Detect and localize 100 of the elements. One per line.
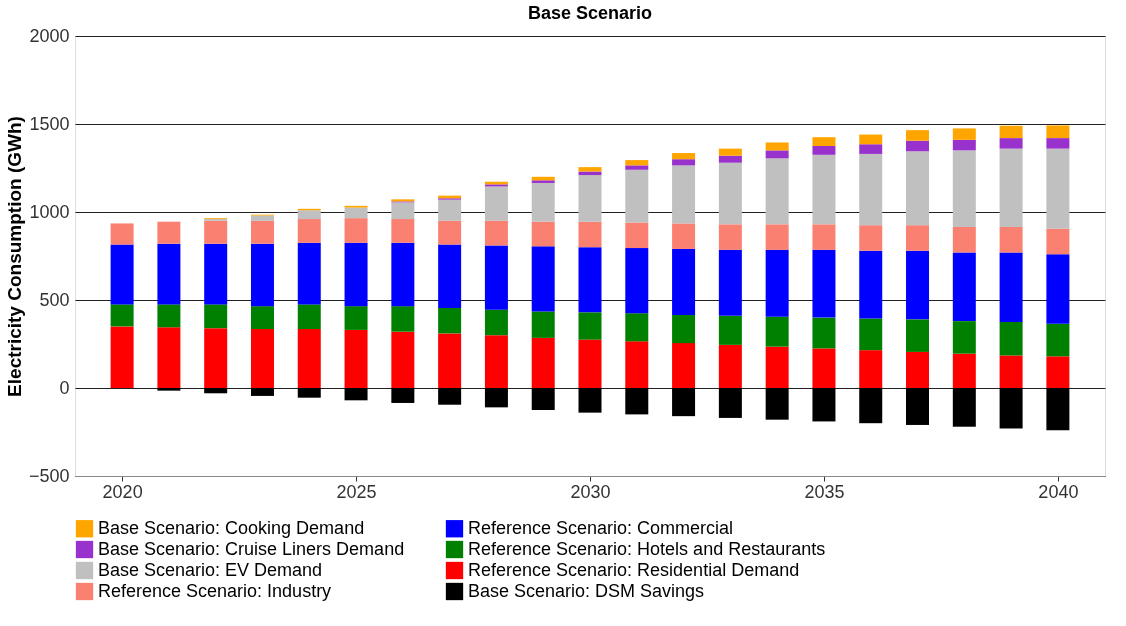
bar (344, 388, 368, 401)
bar (765, 346, 789, 388)
bar (952, 139, 976, 151)
bar (484, 245, 508, 310)
bar (859, 250, 883, 319)
x-tick-label: 2030 (570, 481, 611, 502)
bar (438, 388, 462, 405)
bar (952, 226, 976, 253)
bar (672, 153, 696, 160)
bar (625, 388, 649, 415)
bar (765, 388, 789, 420)
bar (531, 337, 555, 388)
bar (578, 388, 602, 413)
bar (999, 252, 1023, 322)
bar (204, 220, 228, 244)
legend-label: Base Scenario: DSM Savings (468, 580, 705, 601)
x-tick-label: 2035 (804, 481, 845, 502)
bar (250, 215, 274, 221)
legend-label: Base Scenario: EV Demand (98, 559, 323, 580)
bar (484, 186, 508, 221)
bar (297, 210, 321, 220)
bar (672, 388, 696, 417)
bar (718, 344, 742, 388)
bar (812, 348, 836, 388)
bar (578, 247, 602, 313)
bar (672, 159, 696, 166)
bar (718, 155, 742, 163)
bar (344, 218, 368, 243)
legend-label: Reference Scenario: Hotels and Restaurants (468, 538, 826, 559)
bar (906, 151, 930, 226)
bar (952, 252, 976, 322)
bar (765, 142, 789, 151)
bar (672, 165, 696, 224)
bar (250, 220, 274, 244)
bar (906, 388, 930, 425)
bar (157, 243, 181, 305)
legend-label: Reference Scenario: Industry (98, 580, 332, 601)
bar (438, 220, 462, 245)
legend-label: Base Scenario: Cruise Liners Demand (98, 538, 405, 559)
bar (438, 244, 462, 308)
bar (625, 313, 649, 342)
bar (297, 219, 321, 243)
bar (906, 351, 930, 388)
bar (718, 249, 742, 316)
bar (157, 388, 181, 391)
bar (157, 304, 181, 328)
bar (718, 224, 742, 250)
bar (625, 165, 649, 170)
bar (906, 140, 930, 152)
bar (578, 312, 602, 340)
legend-label: Reference Scenario: Residential Demand (468, 559, 800, 580)
bar (531, 221, 555, 247)
bar (344, 207, 368, 219)
bar (157, 327, 181, 388)
bar (484, 388, 508, 408)
bar (859, 350, 883, 388)
bar (625, 169, 649, 223)
bar (391, 306, 415, 332)
bar (718, 148, 742, 156)
bar (625, 341, 649, 388)
bar (110, 326, 134, 388)
bar (391, 242, 415, 307)
bar (578, 167, 602, 172)
bar (765, 316, 789, 347)
bar (672, 314, 696, 344)
bar (110, 244, 134, 305)
bar (859, 225, 883, 251)
bar (1046, 388, 1070, 431)
bar (578, 339, 602, 388)
bar (859, 144, 883, 154)
bar (484, 309, 508, 336)
bar (438, 199, 462, 221)
bar (952, 128, 976, 140)
bar (344, 306, 368, 330)
bar (250, 243, 274, 307)
bar (250, 388, 274, 396)
bar (672, 343, 696, 388)
bar (391, 331, 415, 388)
bar (391, 219, 415, 243)
bar (859, 388, 883, 424)
bar (531, 180, 555, 183)
bar (297, 304, 321, 330)
bar (999, 148, 1023, 227)
bar (578, 175, 602, 222)
legend-label: Base Scenario: Cooking Demand (98, 517, 365, 538)
bar (952, 388, 976, 427)
bar (999, 138, 1023, 149)
bar (812, 154, 836, 225)
x-tick-label: 2020 (102, 481, 143, 502)
bar (250, 306, 274, 330)
bar (531, 311, 555, 338)
bar (1046, 125, 1070, 139)
bar (906, 250, 930, 320)
bar (1046, 138, 1070, 149)
bar (812, 388, 836, 422)
bar (906, 130, 930, 141)
bar (1046, 323, 1070, 357)
bar (672, 248, 696, 315)
bar (906, 319, 930, 352)
bar (812, 249, 836, 318)
